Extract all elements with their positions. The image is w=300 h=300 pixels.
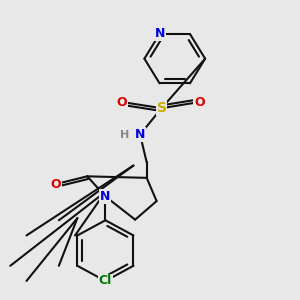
Text: Cl: Cl: [99, 274, 112, 287]
Text: O: O: [117, 95, 127, 109]
Text: S: S: [157, 101, 166, 115]
Text: N: N: [154, 28, 165, 40]
Text: H: H: [120, 130, 129, 140]
Text: O: O: [51, 178, 61, 190]
Text: N: N: [100, 190, 111, 203]
Text: O: O: [194, 95, 205, 109]
Text: N: N: [135, 128, 145, 141]
Text: N: N: [154, 28, 165, 40]
